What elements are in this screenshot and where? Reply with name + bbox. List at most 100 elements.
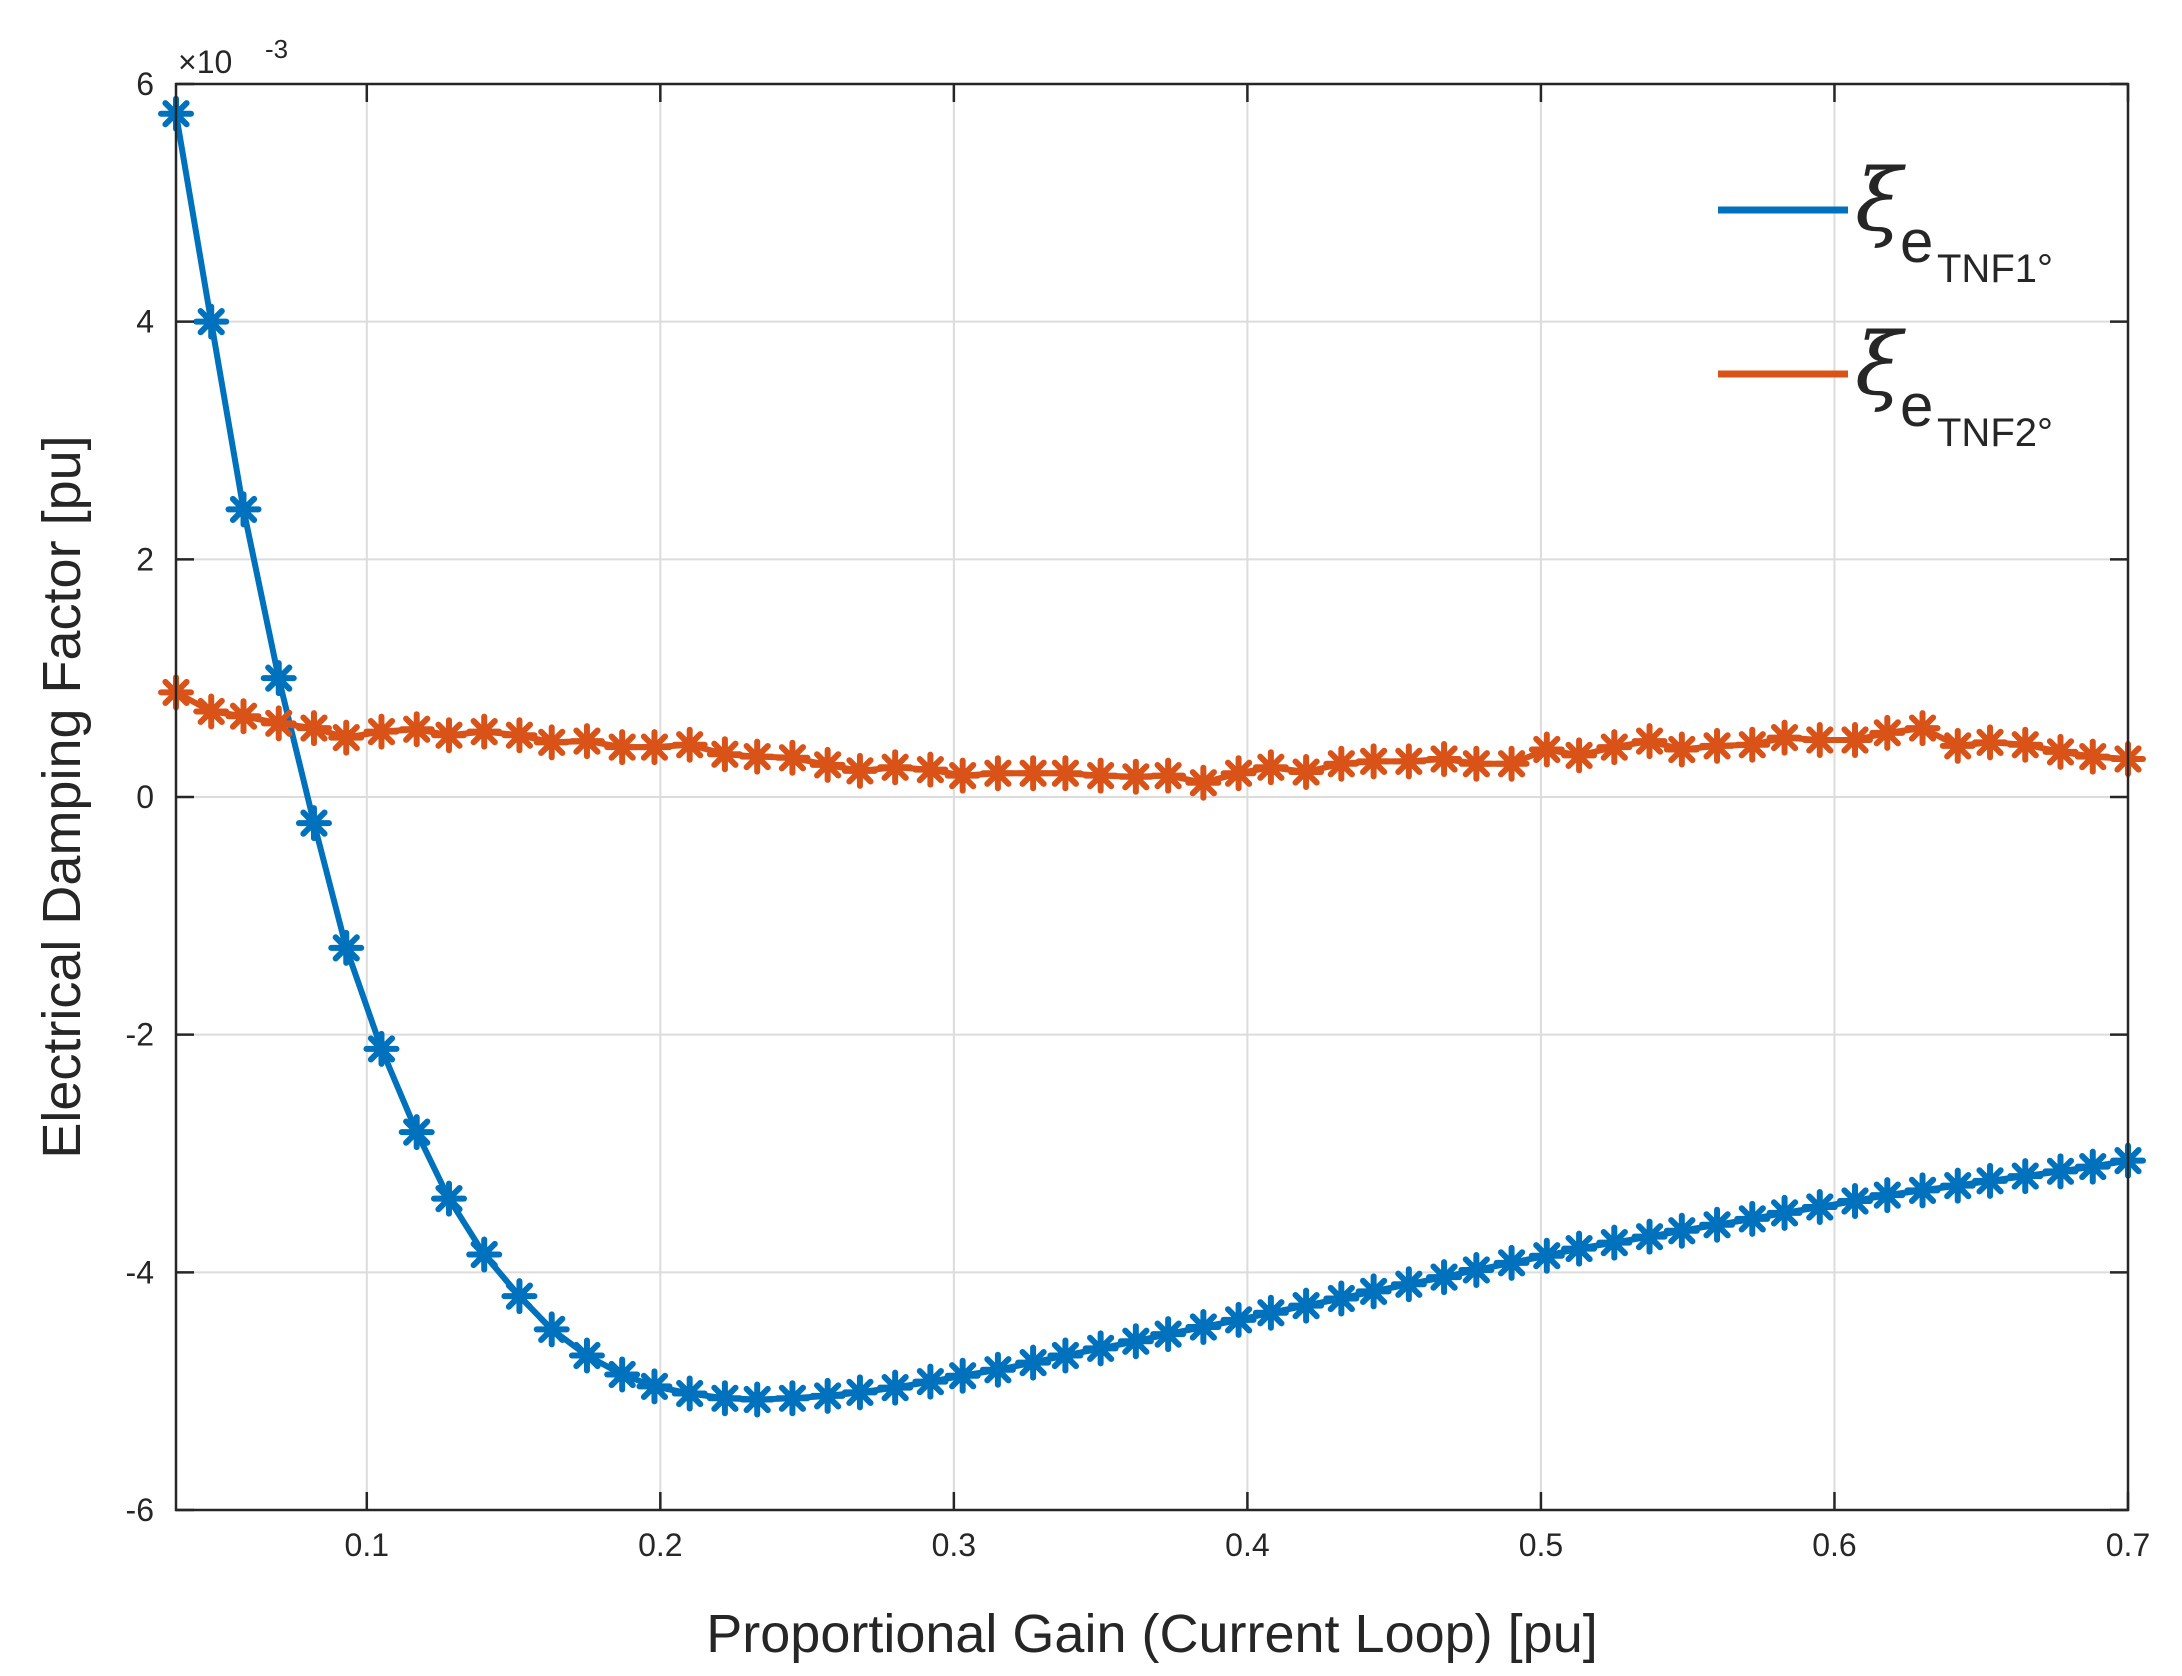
x-tick-label: 0.2 (638, 1527, 682, 1563)
y-exponent: ×10 -3 (178, 34, 288, 80)
series-tnf2-marker (398, 711, 435, 748)
series-tnf2-marker (225, 698, 262, 735)
series-tnf1-marker (501, 1278, 538, 1315)
y-tick-label: -4 (126, 1254, 154, 1290)
series-tnf1-marker (912, 1363, 949, 1400)
series-tnf1-marker (568, 1337, 605, 1374)
series-tnf2-marker (1047, 755, 1084, 792)
series-tnf1-marker (841, 1374, 878, 1411)
legend: ξ e TNF1° ξ e TNF2° (1718, 151, 2053, 455)
series-tnf2-marker (1252, 749, 1289, 786)
series-tnf1-marker (706, 1380, 743, 1417)
series-tnf1-marker (1766, 1194, 1803, 1231)
series-tnf2-marker (1458, 745, 1495, 782)
series-tnf1-marker (328, 929, 365, 966)
series-tnf2-marker (295, 710, 332, 747)
series-tnf2-marker (1117, 758, 1154, 795)
x-tick-label: 0.7 (2106, 1527, 2150, 1563)
series-tnf1-line (173, 113, 2129, 1403)
series-tnf1-marker (1939, 1167, 1976, 1204)
series-tnf2-marker (604, 729, 641, 766)
series-tnf2-marker (1766, 719, 1803, 756)
y-tick-label: -2 (126, 1017, 154, 1053)
series-tnf1-marker (533, 1311, 570, 1348)
x-tick-label: 0.3 (932, 1527, 976, 1563)
series-tnf2-marker (2042, 733, 2079, 770)
series-tnf2-marker (328, 719, 365, 756)
y-exponent-base: ×10 (178, 44, 232, 80)
series-tnf1-marker (1390, 1266, 1427, 1303)
tick-labels: 0.1 0.2 0.3 0.4 0.5 0.6 0.7 -6 -4 -2 0 2 4 6 (126, 66, 2151, 1563)
series-tnf1-marker (1047, 1337, 1084, 1374)
legend-subsub-tnf2: TNF2° (1937, 411, 2053, 455)
series-tnf2-marker (1323, 745, 1360, 782)
series-tnf1-marker (2042, 1153, 2079, 1190)
series-tnf2-marker (1390, 743, 1427, 780)
series-tnf1-marker (295, 805, 332, 842)
series-tnf1-marker (1185, 1308, 1222, 1345)
y-tick-label: 6 (136, 66, 154, 102)
series-tnf1-marker (1426, 1259, 1463, 1296)
series-tnf1-marker (398, 1114, 435, 1151)
series-tnf1-marker (774, 1380, 811, 1417)
series-tnf1-marker (1528, 1237, 1565, 1274)
series-tnf1-marker (2074, 1148, 2111, 1185)
series-tnf2-marker (1082, 757, 1119, 794)
legend-entry-tnf2: ξ e TNF2° (1718, 315, 2053, 455)
series-tnf1-marker (604, 1356, 641, 1393)
series-tnf1-marker (1972, 1162, 2009, 1199)
series-tnf2 (158, 674, 2146, 801)
legend-symbol-tnf1: ξ (1855, 151, 1906, 251)
legend-sub-tnf1: e (1900, 208, 1933, 275)
series-tnf2-marker (1699, 727, 1736, 764)
legend-entry-tnf1: ξ e TNF1° (1718, 151, 2053, 291)
series-tnf2-marker (1150, 757, 1187, 794)
plot-area (158, 82, 2146, 1512)
series-tnf2-marker (2074, 738, 2111, 775)
series-tnf2-marker (1185, 764, 1222, 801)
series-tnf2-marker (2007, 726, 2044, 763)
series-tnf1-marker (1734, 1200, 1771, 1237)
series-tnf1-marker (1458, 1251, 1495, 1288)
series-tnf1-marker (225, 491, 262, 528)
series-tnf1-marker (1493, 1244, 1530, 1281)
series-tnf1-marker (1869, 1177, 1906, 1214)
legend-symbol-tnf2: ξ (1855, 315, 1906, 415)
series-tnf1-marker (979, 1351, 1016, 1388)
series-tnf2-marker (1493, 745, 1530, 782)
series-tnf2-marker (1015, 755, 1052, 792)
series-tnf2-marker (363, 713, 400, 750)
x-axis-label: Proportional Gain (Current Loop) [pu] (706, 1604, 1597, 1664)
series-tnf2-marker (1220, 755, 1257, 792)
series-layer (158, 95, 2146, 1418)
series-tnf1-marker (1015, 1344, 1052, 1381)
x-tick-label: 0.1 (345, 1527, 389, 1563)
series-tnf1-marker (1837, 1183, 1874, 1220)
series-tnf2-marker (774, 739, 811, 776)
x-tick-label: 0.4 (1225, 1527, 1269, 1563)
series-tnf1-marker (1323, 1280, 1360, 1317)
series-tnf1-marker (193, 303, 230, 340)
series-tnf2-marker (1596, 729, 1633, 766)
series-tnf1-marker (636, 1368, 673, 1405)
series-tnf1-marker (1631, 1218, 1668, 1255)
y-tick-label: 0 (136, 779, 154, 815)
series-tnf2-marker (706, 736, 743, 773)
series-tnf2-marker (944, 757, 981, 794)
series-tnf2-marker (877, 749, 914, 786)
series-tnf2-marker (636, 729, 673, 766)
series-tnf2-marker (1426, 740, 1463, 777)
series-tnf1-marker (809, 1377, 846, 1414)
series-tnf2-marker (1528, 731, 1565, 768)
y-axis-label: Electrical Damping Factor [pu] (32, 435, 92, 1158)
series-tnf1-marker (1117, 1323, 1154, 1360)
series-tnf2-marker (430, 717, 467, 754)
x-tick-label: 0.6 (1812, 1527, 1856, 1563)
series-tnf2-marker (501, 717, 538, 754)
series-tnf2-marker (1837, 721, 1874, 758)
legend-sub-tnf2: e (1900, 372, 1933, 439)
y-exponent-power: -3 (265, 34, 288, 64)
y-tick-label: 2 (136, 541, 154, 577)
series-tnf2-marker (979, 755, 1016, 792)
series-tnf2-marker (533, 724, 570, 761)
